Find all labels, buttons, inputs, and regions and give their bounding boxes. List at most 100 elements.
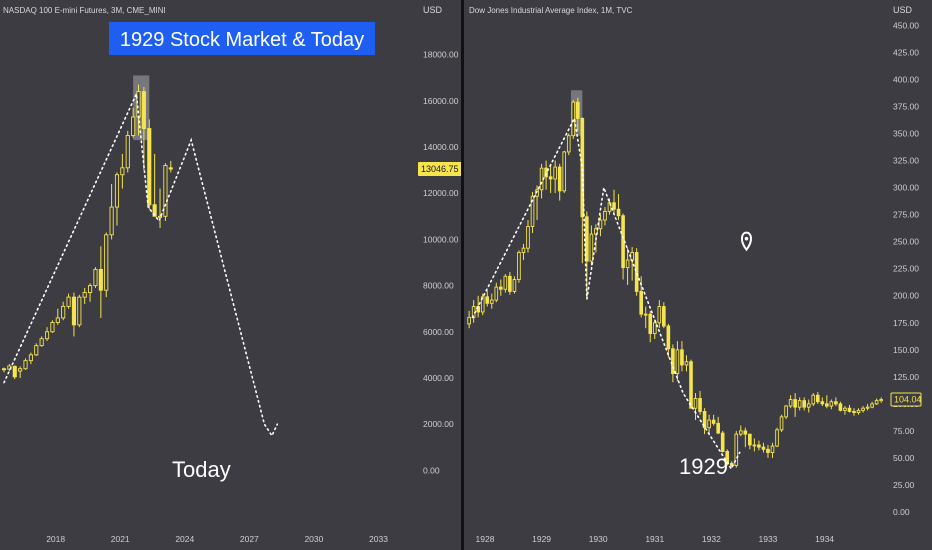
candle-body <box>865 406 870 409</box>
y-tick-label: 4000.00 <box>423 373 454 383</box>
y-tick-label: 16000.00 <box>423 96 459 106</box>
candle-body <box>553 166 557 180</box>
candle-body <box>861 407 865 411</box>
candle-body <box>88 285 93 293</box>
candle-body <box>761 446 766 450</box>
pane-dow[interactable]: Dow Jones Industrial Average Index, 1M, … <box>467 5 922 544</box>
pane-nasdaq[interactable]: NASDAQ 100 E-mini Futures, 3M, CME_MINI … <box>1 5 462 544</box>
candle-body <box>743 430 748 435</box>
candle-body <box>82 292 87 298</box>
y-tick-label: 175.00 <box>893 318 919 328</box>
candle-body <box>562 151 567 192</box>
x-tick-label: 1934 <box>815 534 834 544</box>
candle-body <box>152 204 157 217</box>
candle-body <box>806 403 811 408</box>
candle-body <box>779 416 784 431</box>
candle-body <box>729 462 734 466</box>
candle-body <box>517 252 521 280</box>
candle-body <box>512 279 517 292</box>
candle-body <box>630 252 634 261</box>
candle-body <box>770 445 775 453</box>
candle-body <box>598 219 603 230</box>
candle-body <box>702 411 707 429</box>
candle-body <box>467 316 471 325</box>
y-tick-label: 200.00 <box>893 291 919 301</box>
last-price-tag-dow: 104.04 <box>890 392 922 407</box>
last-price-nasdaq: 13046.75 <box>421 164 459 174</box>
candle-body <box>689 361 693 409</box>
candle-body <box>716 422 720 434</box>
pane-divider[interactable] <box>461 0 464 550</box>
candle-body <box>820 401 825 405</box>
candle-body <box>757 444 761 448</box>
candle-body <box>797 400 802 408</box>
candle-body <box>98 268 103 291</box>
highlight-box-nasdaq <box>133 75 150 141</box>
caption-today: Today <box>172 457 231 482</box>
candle-body <box>557 166 562 192</box>
candle-body <box>114 174 120 208</box>
candle-body <box>684 361 689 366</box>
candle-body <box>634 252 639 292</box>
y-tick-label: 14000.00 <box>423 142 459 152</box>
y-axis-dow: 450.00 425.00 400.00 375.00 350.00 325.00 300.… <box>893 20 919 517</box>
y-tick-label: 50.00 <box>893 453 915 463</box>
candle-body <box>71 296 77 326</box>
candle-body <box>120 167 125 176</box>
location-pin-icon[interactable] <box>740 231 752 252</box>
candle-body <box>157 215 163 218</box>
candle-body <box>666 325 671 350</box>
dotted-line <box>471 115 741 471</box>
y-tick-label: 25.00 <box>893 480 915 490</box>
y-tick-label: 12000.00 <box>423 188 459 198</box>
y-tick-label: 125.00 <box>893 372 919 382</box>
candle-body <box>12 365 17 378</box>
candle-body <box>811 394 816 405</box>
candle-body <box>526 226 530 249</box>
candle-body <box>163 165 168 217</box>
candle-body <box>77 296 82 326</box>
candle-body <box>834 401 838 405</box>
candle-body <box>499 286 503 290</box>
candle-body <box>748 433 752 446</box>
candle-body <box>657 306 662 324</box>
candle-body <box>109 206 114 236</box>
candle-body <box>575 101 580 119</box>
candle-body <box>680 349 684 366</box>
x-tick-label: 2021 <box>111 534 130 544</box>
dotted-projection-nasdaq <box>3 90 279 438</box>
candle-body <box>720 432 725 452</box>
y-tick-label: 375.00 <box>893 102 919 112</box>
candle-body <box>874 400 879 405</box>
candle-body <box>34 345 39 356</box>
candle-body <box>594 228 598 235</box>
candle-body <box>548 176 553 180</box>
x-tick-label: 1931 <box>645 534 664 544</box>
candle-body <box>711 419 716 424</box>
candle-body <box>643 313 648 316</box>
candle-body <box>125 135 130 169</box>
y-tick-label: 325.00 <box>893 156 919 166</box>
candle-body <box>766 448 770 453</box>
caption-1929: 1929 <box>679 454 728 479</box>
x-axis-dow: 1928 1929 1930 1931 1932 1933 1934 <box>476 534 835 544</box>
candles-dow <box>467 97 883 468</box>
banner-title: 1929 Stock Market & Today <box>120 29 364 51</box>
candle-body <box>571 101 576 137</box>
candle-body <box>648 313 653 335</box>
candle-body <box>707 419 711 429</box>
candle-body <box>856 409 861 413</box>
candle-body <box>93 268 98 287</box>
candle-body <box>544 167 548 178</box>
pane-title-nasdaq: NASDAQ 100 E-mini Futures, 3M, CME_MINI <box>3 6 166 15</box>
y-tick-label: 450.00 <box>893 20 919 30</box>
candle-body <box>480 296 485 313</box>
y-tick-label: 10000.00 <box>423 234 459 244</box>
dotted-projection-dow <box>471 115 741 471</box>
candle-body <box>485 296 490 304</box>
y-tick-label: 425.00 <box>893 47 919 57</box>
candle-body <box>44 331 50 340</box>
candle-body <box>625 259 630 269</box>
